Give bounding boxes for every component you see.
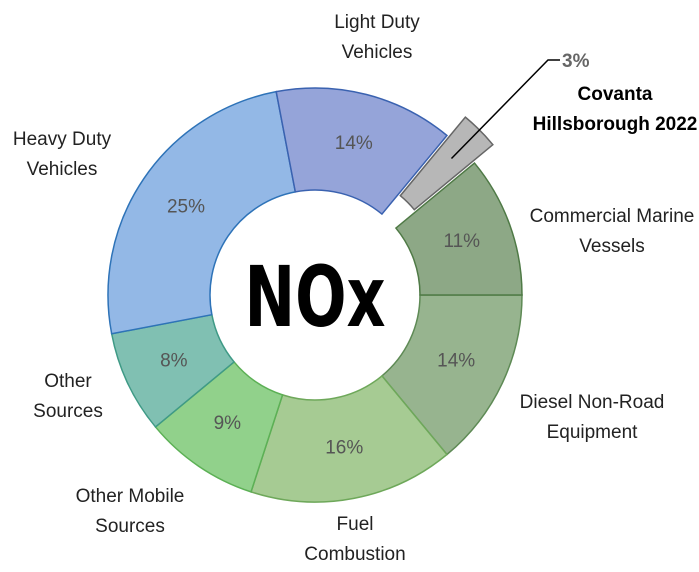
category-label: Light Duty Vehicles [334, 12, 420, 63]
donut-slice [250, 374, 449, 503]
leader-line [450, 59, 560, 160]
value-label: 16% [325, 437, 363, 458]
category-label: Other Sources [33, 371, 103, 422]
category-label: Other Mobile Sources [75, 486, 185, 537]
donut-slice [275, 87, 449, 216]
value-label: 14% [335, 133, 373, 154]
donut-slice [380, 294, 523, 456]
value-label: 8% [160, 350, 188, 371]
category-label: Fuel Combustion [304, 514, 406, 565]
value-label: 3% [562, 51, 590, 72]
donut-slice [394, 161, 523, 296]
value-label: 11% [443, 231, 480, 252]
chart-title: NOx [244, 248, 386, 346]
category-label: Covanta Hillsborough 2022 [532, 84, 698, 135]
value-label: 14% [437, 350, 475, 371]
value-label: 25% [167, 196, 205, 217]
category-label: Diesel Non-Road Equipment [519, 392, 665, 443]
donut-slice [107, 90, 297, 335]
category-label: Commercial Marine Vessels [529, 206, 695, 257]
value-label: 9% [214, 413, 242, 434]
category-label: Heavy Duty Vehicles [12, 129, 112, 180]
